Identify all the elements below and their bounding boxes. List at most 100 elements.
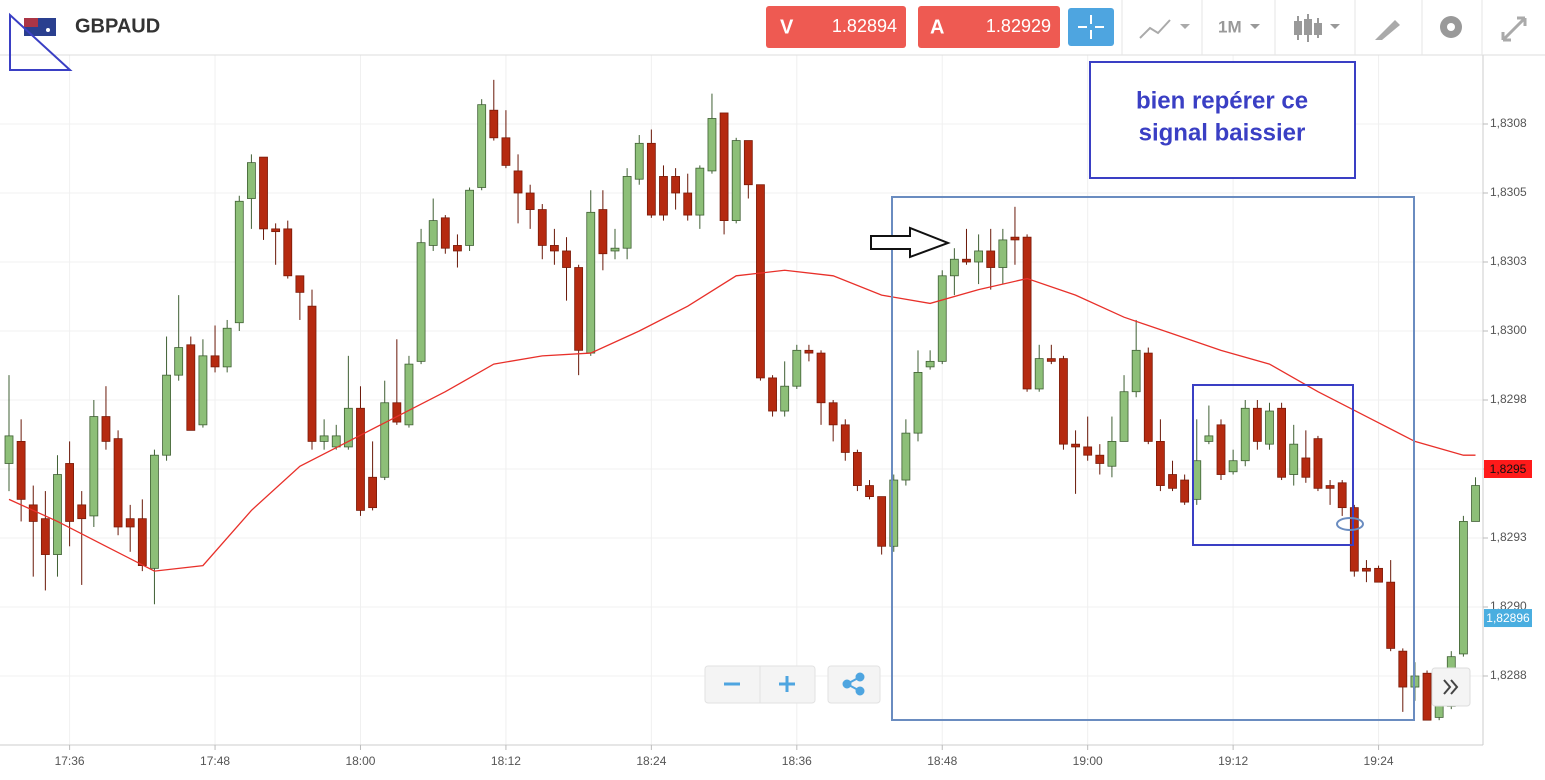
price-marker-label: 1,8295: [1490, 462, 1527, 476]
y-tick-label: 1,8303: [1490, 254, 1527, 268]
candle-body: [756, 184, 765, 379]
candle-body: [331, 435, 341, 448]
candle-body: [634, 142, 644, 180]
candle-body: [574, 267, 584, 351]
candle-body: [174, 347, 184, 376]
zoom-controls: [704, 665, 1471, 707]
zoom-in[interactable]: [779, 676, 795, 692]
candle-body: [792, 349, 802, 387]
y-tick-label: 1,8305: [1490, 185, 1527, 199]
candle-body: [1143, 352, 1153, 442]
candle-body: [1228, 460, 1238, 473]
x-tick-label: 17:36: [55, 754, 85, 768]
sell-button[interactable]: [766, 6, 906, 48]
buy-price: 1.82929: [986, 16, 1051, 36]
candle-body: [646, 142, 656, 216]
candle-body: [731, 140, 741, 221]
candle-body: [1362, 567, 1371, 572]
candle-body: [440, 217, 450, 249]
x-tick-label: 18:24: [636, 754, 666, 768]
candle-body: [1156, 440, 1165, 486]
candle-body: [380, 402, 390, 478]
candle-body: [1289, 443, 1299, 475]
chart-type-button[interactable]: [1139, 19, 1190, 39]
separators: [1121, 0, 1483, 55]
candle-body: [768, 377, 777, 412]
candle-body: [1374, 567, 1383, 583]
settings-button[interactable]: [1440, 16, 1462, 38]
candle-body: [901, 432, 911, 481]
candle-body: [998, 239, 1008, 268]
candle-body: [598, 209, 608, 255]
candle-body: [1119, 391, 1129, 442]
candle-body: [853, 452, 862, 486]
candle-body: [113, 438, 123, 528]
candle-body: [949, 258, 959, 277]
x-tick-label: 18:12: [491, 754, 521, 768]
fullscreen-button[interactable]: [1501, 16, 1527, 42]
candle-body: [1083, 446, 1093, 456]
candle-body: [222, 327, 232, 368]
candle-body: [562, 250, 571, 268]
candle-body: [453, 245, 462, 252]
candle-body: [1059, 358, 1068, 445]
candle-body: [1204, 435, 1214, 442]
candle-body: [295, 275, 305, 293]
candle-body: [356, 407, 365, 511]
candle-body: [77, 504, 87, 520]
candle-body: [501, 137, 511, 166]
drawing-button[interactable]: [1375, 20, 1400, 40]
x-tick-label: 18:36: [782, 754, 812, 768]
candle-body: [1240, 407, 1250, 462]
arrow: [870, 226, 951, 259]
flag-icon: [24, 18, 56, 36]
highlight-box: [891, 196, 1415, 721]
candle-body: [1325, 485, 1335, 489]
price-marker: [1484, 609, 1532, 628]
candles-button[interactable]: [1294, 14, 1340, 42]
corner-mark: [9, 12, 73, 71]
candle-body: [477, 104, 487, 188]
candle-body: [319, 435, 329, 442]
share[interactable]: [842, 672, 865, 696]
candle-body: [683, 192, 693, 216]
x-tick-label: 19:12: [1218, 754, 1248, 768]
buy-button[interactable]: [918, 6, 1060, 48]
candle-body: [974, 250, 983, 263]
candle-body: [1471, 485, 1480, 522]
candle-body: [489, 109, 499, 139]
candle-body: [162, 374, 171, 456]
candle-body: [259, 156, 268, 230]
candle-body: [416, 242, 426, 362]
x-tick-label: 18:48: [927, 754, 957, 768]
candle-body: [1313, 438, 1323, 489]
candle-body: [125, 518, 135, 528]
candle-body: [986, 250, 996, 268]
candle-body: [513, 170, 523, 194]
candle-body: [307, 305, 317, 442]
y-tick-label: 1,8293: [1490, 530, 1527, 544]
signal-box: [1192, 384, 1354, 546]
candle-body: [695, 167, 705, 216]
candle-body: [16, 440, 26, 500]
timeframe[interactable]: 1M: [1218, 17, 1242, 36]
candle-body: [1180, 479, 1190, 503]
x-tick-label: 18:00: [345, 754, 375, 768]
candle-body: [1265, 410, 1274, 445]
candle-body: [1277, 407, 1286, 478]
candle-body: [465, 189, 474, 246]
candle-body: [1216, 424, 1226, 475]
symbol: GBPAUD: [75, 15, 160, 37]
candle-body: [1398, 650, 1408, 688]
scroll-end[interactable]: [1443, 679, 1459, 695]
candle-body: [28, 504, 38, 522]
candle-body: [925, 360, 935, 368]
candle-body: [719, 112, 729, 221]
x-tick-label: 19:24: [1364, 754, 1394, 768]
crosshair-button[interactable]: [1068, 8, 1114, 46]
candle-body: [743, 140, 753, 186]
candle-body: [840, 424, 850, 453]
candle-body: [271, 228, 281, 233]
annotation-text: signal baissier: [1139, 119, 1306, 146]
y-tick-label: 1,8300: [1490, 323, 1527, 337]
